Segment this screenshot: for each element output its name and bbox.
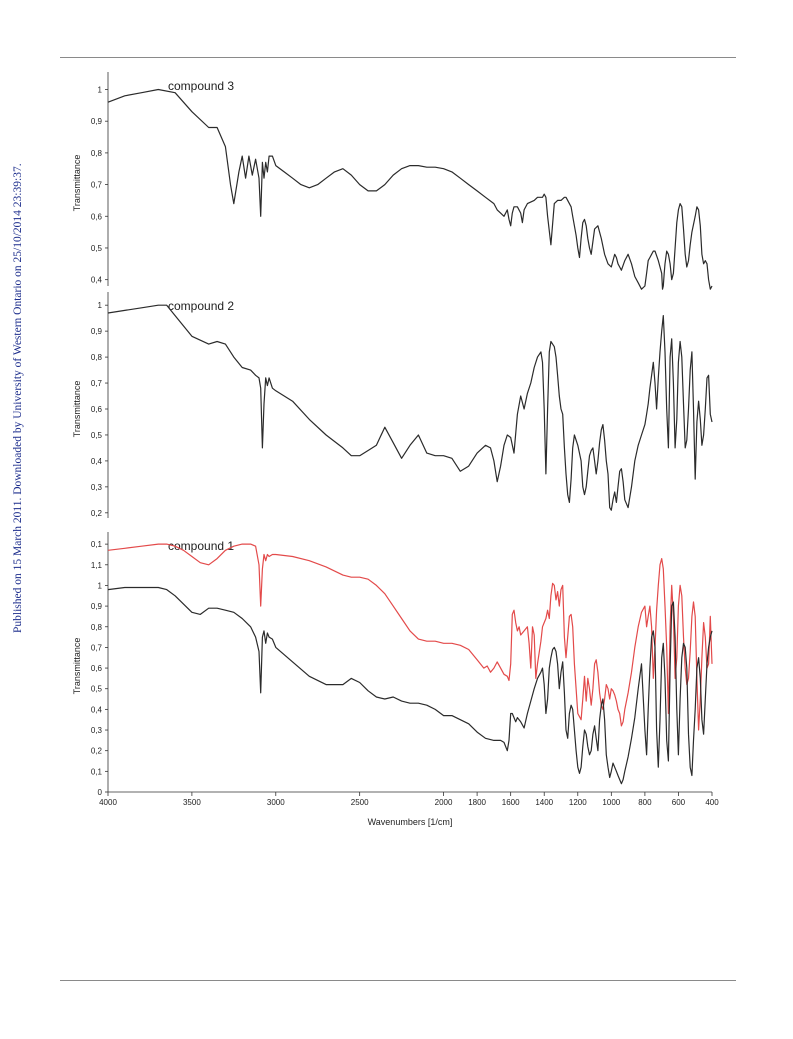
panel-label-compound-1: compound 1 — [168, 539, 234, 553]
y-tick-label: 1 — [98, 86, 103, 95]
spectrum-line-3-2 — [107, 586, 713, 785]
y-tick-label: 0,4 — [91, 276, 103, 285]
y-tick-label: 0,6 — [91, 405, 103, 414]
y-tick-label: 0,5 — [91, 685, 103, 694]
y-tick-label: 1,1 — [91, 561, 103, 570]
y-tick-label: 0,8 — [91, 149, 103, 158]
y-tick-label: 0,7 — [91, 643, 103, 652]
y-tick-label: 0,2 — [91, 747, 103, 756]
x-tick-label: 2000 — [435, 798, 453, 807]
y-tick-label: 0,9 — [91, 327, 103, 336]
y-tick-label: 1 — [98, 301, 103, 310]
y-axis-title: Transmittance — [72, 155, 82, 212]
y-tick-label: 0,4 — [91, 457, 103, 466]
x-tick-label: 3000 — [267, 798, 285, 807]
panel-label-compound-2: compound 2 — [168, 299, 234, 313]
x-tick-label: 1200 — [569, 798, 587, 807]
y-axis-title: Transmittance — [72, 381, 82, 438]
x-tick-label: 400 — [705, 798, 719, 807]
y-axis-title: Transmittance — [72, 638, 82, 695]
top-rule — [60, 57, 736, 58]
spectrum-line-1-1 — [107, 88, 713, 290]
x-tick-label: 3500 — [183, 798, 201, 807]
x-axis-title: Wavenumbers [1/cm] — [368, 817, 453, 827]
x-tick-label: 2500 — [351, 798, 369, 807]
bottom-rule — [60, 980, 736, 981]
y-tick-label: 0,1 — [91, 767, 103, 776]
spectrum-line-3-1 — [107, 543, 713, 731]
y-tick-label: 0,1 — [91, 540, 103, 549]
x-tick-label: 4000 — [99, 798, 117, 807]
y-tick-label: 0,6 — [91, 664, 103, 673]
y-tick-label: 0,2 — [91, 509, 103, 518]
y-tick-label: 0,8 — [91, 623, 103, 632]
y-tick-label: 0,7 — [91, 181, 103, 190]
x-tick-label: 1000 — [602, 798, 620, 807]
spectrum-line-2-1 — [107, 304, 713, 511]
y-tick-label: 0,8 — [91, 353, 103, 362]
x-tick-label: 800 — [638, 798, 652, 807]
y-tick-label: 0,9 — [91, 117, 103, 126]
y-tick-label: 0,7 — [91, 379, 103, 388]
y-tick-label: 1 — [98, 581, 103, 590]
y-tick-label: 0,4 — [91, 705, 103, 714]
y-tick-label: 0 — [98, 788, 103, 797]
y-tick-label: 0,3 — [91, 726, 103, 735]
x-tick-label: 600 — [672, 798, 686, 807]
x-tick-label: 1600 — [502, 798, 520, 807]
panel-label-compound-3: compound 3 — [168, 79, 234, 93]
y-tick-label: 0,6 — [91, 212, 103, 221]
x-tick-label: 1800 — [468, 798, 486, 807]
y-tick-label: 0,5 — [91, 431, 103, 440]
y-tick-label: 0,9 — [91, 602, 103, 611]
y-tick-label: 0,5 — [91, 244, 103, 253]
y-tick-label: 0,3 — [91, 483, 103, 492]
x-tick-label: 1400 — [535, 798, 553, 807]
